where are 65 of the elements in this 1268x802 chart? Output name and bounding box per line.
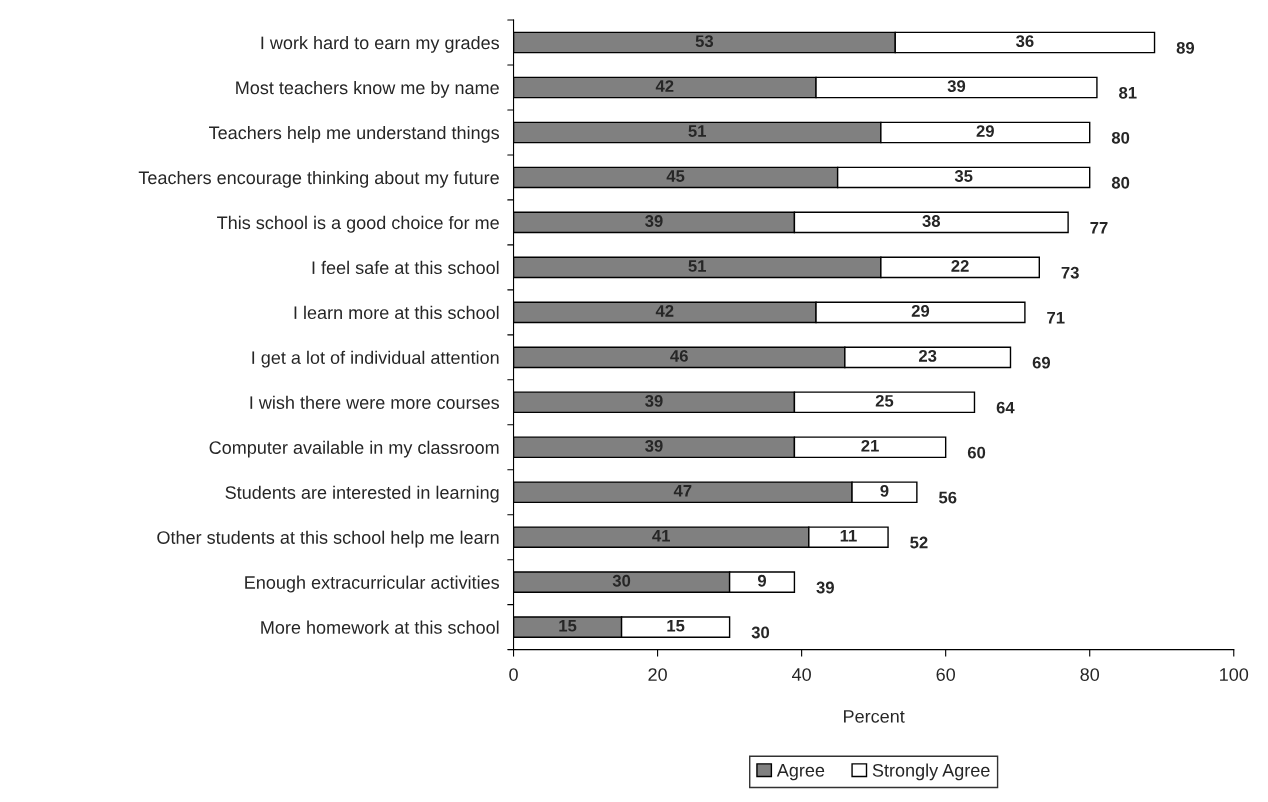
y-tick-label: This school is a good choice for me [217, 215, 499, 233]
total-label: 39 [816, 581, 834, 594]
data-label: 42 [655, 305, 674, 317]
total-label: 80 [1111, 176, 1130, 189]
data-label: 25 [875, 394, 894, 407]
data-label: 53 [695, 35, 714, 48]
data-label: 39 [645, 439, 663, 452]
data-label: 39 [645, 215, 663, 227]
total-label: 60 [967, 446, 986, 459]
data-label: 11 [840, 530, 857, 542]
y-tick-label: More homework at this school [261, 620, 499, 634]
data-label: 42 [655, 80, 674, 92]
total-label: 71 [1047, 311, 1065, 324]
data-label: 41 [652, 530, 670, 542]
data-label: 46 [670, 349, 688, 362]
data-label: 9 [757, 574, 767, 587]
data-label: 35 [954, 170, 973, 182]
total-label: 52 [910, 536, 928, 549]
y-tick-label: Most teachers know me by name [236, 80, 499, 98]
x-tick-label: 100 [1220, 668, 1249, 681]
x-axis-title: Percent [844, 710, 905, 723]
y-tick-label: Computer available in my classroom [209, 440, 499, 458]
total-label: 80 [1111, 131, 1130, 144]
data-label: 45 [666, 170, 685, 182]
y-tick-label: Other students at this school help me learn [157, 530, 499, 548]
total-label: 89 [1176, 41, 1195, 54]
total-label: 56 [938, 491, 957, 504]
x-tick-label: 80 [1080, 668, 1100, 681]
data-label: 51 [688, 260, 706, 272]
y-tick-label: Enough extracurricular activities [245, 575, 500, 593]
y-tick-label: Teachers encourage thinking about my future [138, 170, 499, 188]
y-tick-label: I learn more at this school [294, 305, 499, 320]
total-label: 64 [996, 401, 1015, 414]
x-tick-label: 40 [792, 668, 811, 681]
data-label: 36 [1016, 35, 1034, 48]
data-label: 39 [947, 80, 966, 92]
data-label: 47 [673, 485, 692, 497]
legend-label: Strongly Agree [872, 763, 990, 781]
x-tick-label: 20 [648, 668, 667, 681]
data-label: 30 [612, 574, 631, 587]
data-label: 39 [645, 394, 663, 407]
total-label: 69 [1032, 356, 1051, 369]
data-label: 23 [918, 349, 937, 362]
y-tick-label: I wish there were more courses [250, 395, 500, 410]
data-label: 29 [911, 305, 930, 317]
total-label: 73 [1061, 266, 1079, 279]
total-label: 81 [1119, 86, 1137, 99]
data-label: 15 [559, 619, 577, 632]
legend-label: Agree [776, 764, 825, 781]
y-tick-label: Teachers help me understand things [209, 125, 500, 143]
y-tick-label: Students are interested in learning [225, 485, 499, 503]
x-tick-label: 0 [509, 668, 518, 681]
data-label: 9 [880, 484, 889, 497]
data-label: 38 [922, 215, 941, 227]
data-label: 29 [976, 125, 994, 137]
y-tick-label: I get a lot of individual attention [252, 350, 499, 368]
total-label: 77 [1090, 222, 1108, 234]
data-label: 51 [688, 125, 706, 137]
data-label: 21 [861, 439, 879, 452]
y-tick-label: I feel safe at this school [312, 260, 499, 275]
y-tick-label: I work hard to earn my grades [261, 35, 500, 53]
total-label: 30 [751, 626, 770, 639]
data-label: 15 [667, 619, 685, 632]
data-label: 22 [951, 260, 969, 272]
x-tick-label: 60 [936, 668, 956, 681]
